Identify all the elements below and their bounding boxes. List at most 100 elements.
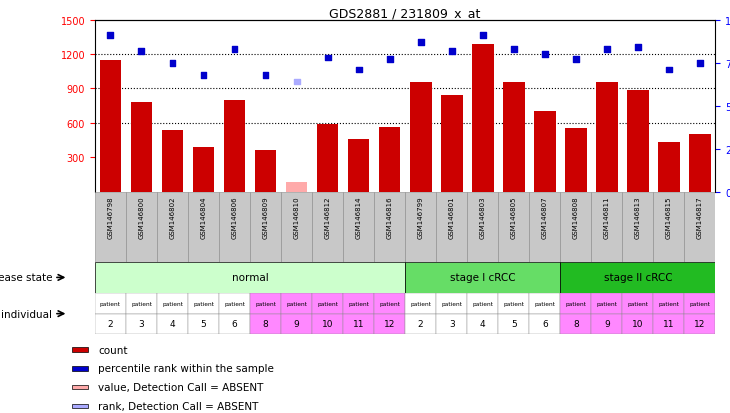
- Bar: [374, 314, 405, 335]
- Bar: [157, 293, 188, 314]
- Text: 8: 8: [573, 320, 579, 329]
- Bar: [472, 45, 493, 192]
- Bar: [72, 385, 88, 389]
- Point: [353, 67, 364, 74]
- Point: [477, 33, 488, 39]
- Bar: [529, 293, 561, 314]
- Bar: [685, 293, 715, 314]
- Text: GSM146798: GSM146798: [107, 196, 113, 238]
- Bar: [529, 314, 561, 335]
- Bar: [219, 314, 250, 335]
- Bar: [285, 182, 307, 192]
- Bar: [72, 348, 88, 352]
- Text: 3: 3: [449, 320, 455, 329]
- Bar: [219, 192, 250, 262]
- Bar: [534, 112, 556, 192]
- Bar: [188, 314, 219, 335]
- Text: patient: patient: [565, 301, 586, 306]
- Bar: [498, 192, 529, 262]
- Point: [539, 52, 550, 58]
- Point: [663, 67, 675, 74]
- Bar: [498, 293, 529, 314]
- Bar: [281, 293, 312, 314]
- Bar: [653, 293, 685, 314]
- Bar: [223, 101, 245, 192]
- Text: disease state: disease state: [0, 273, 53, 283]
- Bar: [95, 314, 126, 335]
- Bar: [131, 103, 153, 192]
- Text: GSM146802: GSM146802: [169, 196, 175, 238]
- Bar: [126, 314, 157, 335]
- Text: GSM146809: GSM146809: [263, 196, 269, 238]
- Text: 11: 11: [663, 320, 675, 329]
- Text: patient: patient: [658, 301, 680, 306]
- Bar: [591, 314, 622, 335]
- Text: stage II cRCC: stage II cRCC: [604, 273, 672, 283]
- Bar: [374, 192, 405, 262]
- Text: 2: 2: [107, 320, 113, 329]
- Text: 9: 9: [604, 320, 610, 329]
- Text: patient: patient: [162, 301, 183, 306]
- Text: patient: patient: [534, 301, 556, 306]
- Bar: [561, 192, 591, 262]
- Text: GSM146814: GSM146814: [356, 196, 361, 238]
- Bar: [157, 192, 188, 262]
- Text: stage I cRCC: stage I cRCC: [450, 273, 515, 283]
- Text: 6: 6: [231, 320, 237, 329]
- Text: 3: 3: [139, 320, 145, 329]
- Bar: [622, 293, 653, 314]
- Text: GSM146799: GSM146799: [418, 196, 423, 238]
- Bar: [126, 192, 157, 262]
- Point: [384, 57, 396, 63]
- Text: value, Detection Call = ABSENT: value, Detection Call = ABSENT: [98, 382, 264, 392]
- Bar: [565, 128, 587, 192]
- Text: patient: patient: [410, 301, 431, 306]
- Text: rank, Detection Call = ABSENT: rank, Detection Call = ABSENT: [98, 401, 258, 411]
- Bar: [72, 404, 88, 408]
- Text: GSM146807: GSM146807: [542, 196, 548, 238]
- Text: GSM146801: GSM146801: [449, 196, 455, 238]
- Bar: [250, 192, 281, 262]
- Bar: [622, 192, 653, 262]
- Bar: [281, 192, 312, 262]
- Bar: [95, 192, 126, 262]
- Text: GSM146817: GSM146817: [697, 196, 703, 238]
- Text: GSM146803: GSM146803: [480, 196, 485, 238]
- Bar: [95, 262, 405, 293]
- Text: GSM146815: GSM146815: [666, 196, 672, 238]
- Text: patient: patient: [224, 301, 245, 306]
- Text: 9: 9: [293, 320, 299, 329]
- Point: [136, 48, 147, 55]
- Text: normal: normal: [231, 273, 269, 283]
- Bar: [281, 314, 312, 335]
- Bar: [405, 314, 437, 335]
- Text: individual: individual: [1, 309, 53, 319]
- Bar: [347, 140, 369, 192]
- Bar: [99, 61, 121, 192]
- Text: patient: patient: [100, 301, 121, 306]
- Bar: [685, 314, 715, 335]
- Text: patient: patient: [193, 301, 214, 306]
- Bar: [312, 293, 343, 314]
- Bar: [95, 293, 126, 314]
- Point: [104, 33, 116, 39]
- Bar: [591, 192, 622, 262]
- Point: [570, 57, 582, 63]
- Bar: [467, 293, 498, 314]
- Text: count: count: [98, 345, 128, 355]
- Text: 10: 10: [322, 320, 334, 329]
- Text: patient: patient: [131, 301, 152, 306]
- Text: 2: 2: [418, 320, 423, 329]
- Bar: [437, 314, 467, 335]
- Text: 4: 4: [480, 320, 485, 329]
- Bar: [255, 151, 277, 192]
- Bar: [126, 293, 157, 314]
- Text: GSM146816: GSM146816: [387, 196, 393, 238]
- Point: [260, 72, 272, 79]
- Text: patient: patient: [255, 301, 276, 306]
- Bar: [689, 135, 711, 192]
- Text: 6: 6: [542, 320, 548, 329]
- Bar: [312, 192, 343, 262]
- Point: [291, 79, 302, 85]
- Bar: [188, 293, 219, 314]
